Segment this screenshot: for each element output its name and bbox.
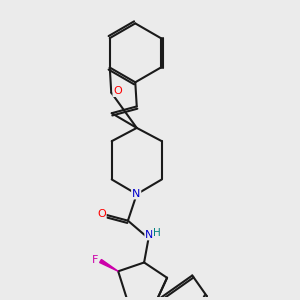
Text: O: O	[97, 209, 106, 219]
Text: N: N	[145, 230, 153, 240]
Text: F: F	[92, 254, 98, 265]
Polygon shape	[100, 260, 118, 271]
Text: H: H	[153, 228, 160, 238]
Text: N: N	[132, 189, 140, 199]
Text: O: O	[113, 86, 122, 96]
